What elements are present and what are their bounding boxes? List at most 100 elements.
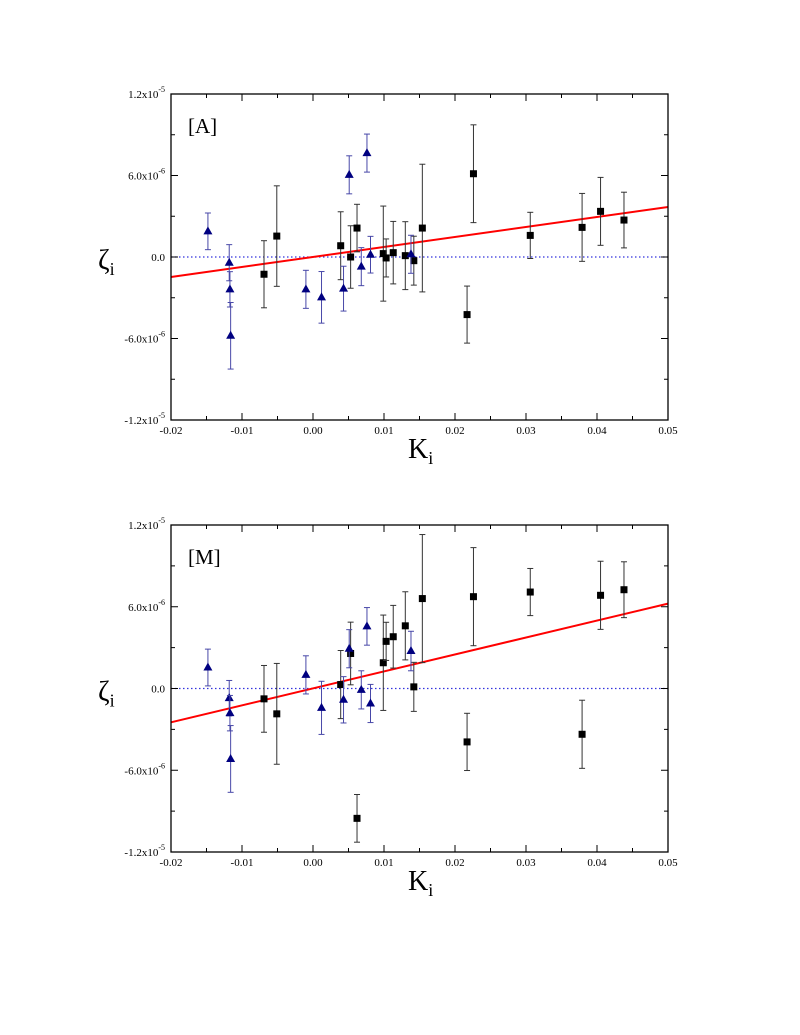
y-tick-label: 1.2x10-5: [128, 516, 165, 532]
y-tick-label: 0.0: [151, 684, 165, 696]
y-tick-exponent: -5: [158, 843, 165, 852]
data-point-triangle: [362, 148, 372, 157]
x-axis-title-sub: i: [428, 448, 433, 468]
data-point-triangle: [203, 662, 213, 671]
y-tick-mantissa: 6.0x10: [128, 602, 159, 614]
data-point-triangle: [366, 698, 376, 707]
data-point-triangle: [225, 284, 235, 293]
y-tick-mantissa: -1.2x10: [124, 847, 158, 859]
data-point-triangle: [406, 646, 416, 655]
x-tick-label: -0.02: [160, 857, 183, 869]
y-tick-label: -1.2x10-5: [124, 411, 165, 427]
x-axis-title-sub: i: [428, 880, 433, 900]
data-point-square: [597, 591, 605, 599]
y-tick-label: 6.0x10-6: [128, 598, 165, 614]
data-point-triangle: [356, 684, 366, 693]
y-tick-label: 1.2x10-5: [128, 85, 165, 101]
data-point-square: [337, 242, 345, 250]
data-point-square: [620, 586, 628, 594]
data-point-triangle: [317, 292, 327, 301]
x-tick-label: 0.05: [658, 857, 678, 869]
data-point-triangle: [356, 261, 366, 270]
x-tick-label: 0.03: [516, 425, 536, 437]
panel-label: [M]: [188, 545, 221, 569]
y-tick-label: -6.0x10-6: [124, 330, 165, 346]
y-axis-title: ζi: [98, 245, 115, 279]
data-point-triangle: [362, 621, 372, 630]
y-tick-mantissa: 1.2x10: [128, 89, 159, 101]
y-tick-label: 0.0: [151, 252, 165, 264]
y-tick-mantissa: -6.0x10: [124, 765, 158, 777]
y-tick-mantissa: -6.0x10: [124, 334, 158, 346]
series-square: [260, 534, 628, 843]
y-axis-title-sub: i: [110, 259, 115, 279]
y-axis-title-sub: i: [110, 691, 115, 711]
y-tick-label: -1.2x10-5: [124, 843, 165, 859]
y-tick-exponent: -5: [158, 516, 165, 525]
y-tick-exponent: -5: [158, 411, 165, 420]
data-point-square: [578, 223, 586, 231]
x-tick-label: -0.01: [231, 857, 254, 869]
x-axis-title: Ki: [408, 866, 433, 900]
data-point-square: [620, 216, 628, 224]
data-point-square: [353, 224, 361, 232]
series-triangle: [203, 133, 416, 370]
data-point-square: [418, 595, 426, 603]
chart-panel-0: -0.02 -0.01 0.00 0.01 0.02 0.03 0.04 0.05 1.2x10…: [98, 85, 678, 468]
data-point-square: [347, 253, 355, 261]
data-point-triangle: [226, 753, 236, 762]
x-axis-title: Ki: [408, 434, 433, 468]
y-axis-title: ζi: [98, 677, 115, 711]
data-point-square: [379, 250, 387, 258]
series-triangle: [203, 607, 416, 793]
data-point-triangle: [317, 702, 327, 711]
x-tick-label: 0.02: [445, 425, 464, 437]
y-axis-title-main: ζ: [98, 677, 110, 708]
data-point-triangle: [366, 249, 376, 258]
fit-line: [170, 206, 669, 278]
x-tick-label: 0.00: [303, 425, 323, 437]
data-point-square: [379, 659, 387, 667]
y-tick-mantissa: 0.0: [151, 684, 165, 696]
panel-label: [A]: [188, 114, 217, 138]
data-point-square: [526, 588, 534, 596]
x-tick-label: 0.02: [445, 857, 464, 869]
x-axis-title-main: K: [408, 434, 428, 465]
data-point-triangle: [301, 669, 311, 678]
data-point-triangle: [406, 249, 416, 258]
data-point-triangle: [203, 226, 213, 235]
y-tick-label: 6.0x10-6: [128, 167, 165, 183]
data-point-square: [382, 254, 390, 262]
x-tick-label: 0.01: [374, 857, 393, 869]
data-point-triangle: [344, 169, 354, 178]
data-point-square: [273, 710, 281, 718]
data-point-triangle: [225, 708, 235, 717]
y-tick-mantissa: 6.0x10: [128, 171, 159, 183]
data-point-square: [347, 649, 355, 657]
y-tick-mantissa: 0.0: [151, 252, 165, 264]
plot-frame: [170, 93, 669, 421]
data-point-square: [410, 683, 418, 691]
data-point-square: [389, 249, 397, 257]
data-point-square: [418, 224, 426, 232]
data-point-square: [382, 637, 390, 645]
y-tick-mantissa: 1.2x10: [128, 520, 159, 532]
data-point-square: [337, 681, 345, 689]
data-point-square: [260, 270, 268, 278]
data-point-square: [463, 311, 471, 319]
plot-frame: [170, 524, 669, 853]
y-tick-exponent: -6: [158, 167, 165, 176]
data-point-square: [463, 738, 471, 746]
x-tick-label: 0.01: [374, 425, 393, 437]
data-point-triangle: [344, 643, 354, 652]
data-point-square: [260, 695, 268, 703]
y-tick-exponent: -6: [158, 330, 165, 339]
x-tick-label: -0.01: [231, 425, 254, 437]
data-point-square: [597, 207, 605, 215]
y-tick-exponent: -6: [158, 761, 165, 770]
data-point-triangle: [224, 693, 234, 702]
x-axis-title-main: K: [408, 866, 428, 897]
data-point-square: [401, 622, 409, 630]
data-point-triangle: [339, 283, 349, 292]
